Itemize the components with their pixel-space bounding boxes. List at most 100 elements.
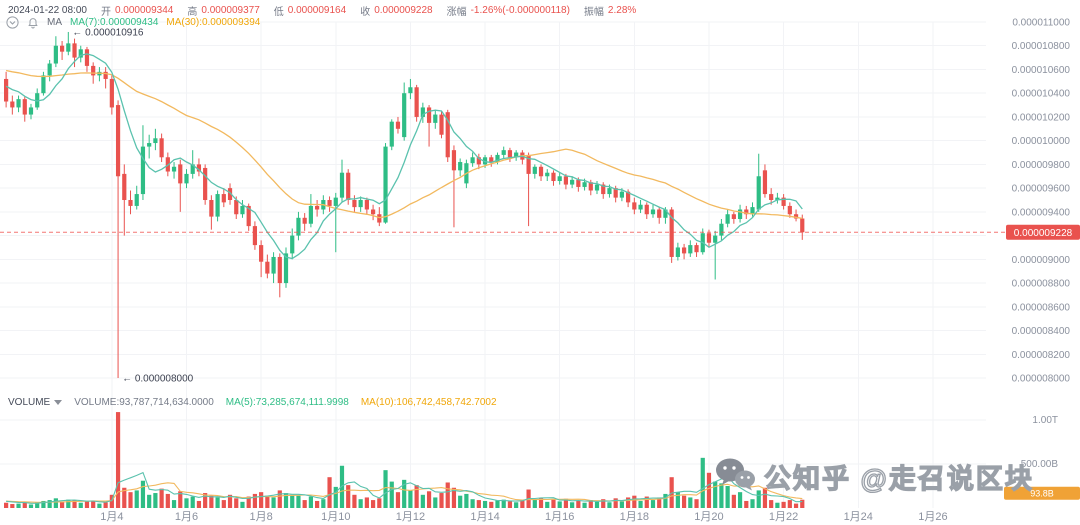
volume-bar: [756, 490, 761, 508]
ma-group-label[interactable]: MA: [47, 17, 62, 28]
alert-bell-icon[interactable]: [27, 17, 39, 29]
volume-bar: [688, 497, 693, 508]
volume-bar: [134, 490, 139, 508]
volume-bar: [16, 503, 21, 508]
volume-bar: [364, 497, 369, 508]
volume-bar: [650, 500, 656, 508]
volume-bar: [713, 481, 718, 508]
svg-text:0.000010800: 0.000010800: [1012, 41, 1071, 52]
volume-bar: [196, 500, 202, 508]
volume-bar: [103, 502, 108, 508]
candle: [570, 179, 575, 185]
candle: [719, 223, 724, 236]
low-field: 低 0.000009164: [273, 5, 347, 18]
volume-bar: [800, 499, 805, 508]
volume-bar: [283, 493, 289, 508]
svg-text:← 0.000008000: ← 0.000008000: [122, 374, 194, 385]
candle: [153, 138, 158, 144]
volume-bar: [787, 500, 792, 508]
candle: [426, 107, 432, 123]
candle: [370, 209, 376, 215]
volume-bar: [209, 495, 214, 508]
candle: [128, 200, 133, 206]
price-grid-and-labels: 0.000011000 0.000010800 0.000010600 0.00001…: [0, 18, 1070, 385]
change-field: 涨幅 -1.26%(-0.000000118): [446, 5, 570, 18]
volume-bar: [184, 498, 189, 508]
svg-text:1月24: 1月24: [844, 511, 873, 523]
volume-bar: [327, 477, 332, 508]
volume-bar: [190, 496, 195, 508]
svg-text:0.000011000: 0.000011000: [1012, 18, 1070, 29]
candle: [327, 200, 332, 206]
volume-bar: [389, 481, 394, 508]
svg-text:0.000008400: 0.000008400: [1012, 326, 1071, 337]
volume-bar: [420, 494, 425, 508]
candle: [706, 233, 712, 243]
volume-bar: [731, 494, 736, 508]
svg-text:0.000009800: 0.000009800: [1012, 160, 1071, 171]
volume-bar: [302, 500, 307, 508]
volume-bar: [750, 499, 755, 508]
candle: [713, 235, 718, 243]
amplitude-field: 振幅 2.28%: [583, 5, 637, 18]
volume-bar: [227, 494, 233, 508]
moving-averages: [5, 53, 803, 504]
volume-bar: [476, 500, 481, 508]
volume-bar: [370, 500, 376, 508]
candle: [10, 101, 15, 108]
volume-bars: [4, 412, 805, 508]
svg-text:1.00T: 1.00T: [1032, 415, 1058, 426]
candle: [725, 214, 730, 224]
volume-bar: [501, 499, 506, 508]
volume-bar: [520, 500, 525, 508]
volume-bar: [35, 502, 40, 508]
volume-bar: [246, 496, 251, 508]
candle: [41, 75, 46, 94]
collapse-icon[interactable]: [6, 16, 19, 29]
volume-bar: [203, 493, 208, 508]
volume-bar: [532, 499, 537, 508]
volume-bar: [507, 501, 513, 508]
candle: [644, 204, 649, 215]
candle: [35, 93, 40, 108]
volume-badge: 93.8B: [1004, 486, 1080, 500]
candle: [545, 172, 550, 177]
svg-text:0.000008600: 0.000008600: [1012, 302, 1071, 313]
volume-bar: [706, 472, 712, 508]
volume-bar: [339, 465, 345, 508]
candle: [377, 214, 382, 223]
candle: [4, 78, 9, 102]
indicator-bar: MA MA(7):0.000009434 MA(30):0.000009394: [6, 16, 260, 29]
volume-bar: [451, 487, 457, 508]
candle: [607, 188, 612, 195]
volume-bar: [557, 501, 562, 508]
candle: [296, 217, 301, 236]
candle: [78, 49, 83, 58]
candle: [769, 194, 774, 200]
candle: [451, 150, 457, 171]
candle: [514, 152, 519, 158]
volume-indicator-selector[interactable]: VOLUME: [8, 397, 63, 408]
candle: [563, 176, 569, 185]
volume-bar: [109, 494, 114, 508]
svg-text:0.000008200: 0.000008200: [1012, 350, 1071, 361]
watermark: 公知乎 @走召说区块: [714, 456, 1034, 497]
volume-bar: [793, 503, 799, 508]
volume-bar: [675, 492, 680, 508]
volume-bar: [53, 498, 58, 508]
volume-bar: [115, 412, 121, 508]
volume-bar: [632, 495, 637, 508]
candle: [178, 164, 183, 184]
watermark-text: 公知乎 @走召说区块: [763, 463, 1034, 494]
volume-bar: [582, 502, 587, 508]
volume-bar: [601, 499, 606, 508]
candle: [59, 45, 65, 52]
volume-bar: [725, 486, 730, 508]
candle: [762, 170, 768, 195]
candle: [638, 204, 643, 210]
volume-bar: [234, 498, 239, 508]
volume-bar: [762, 487, 768, 508]
volume-bar: [346, 485, 351, 508]
